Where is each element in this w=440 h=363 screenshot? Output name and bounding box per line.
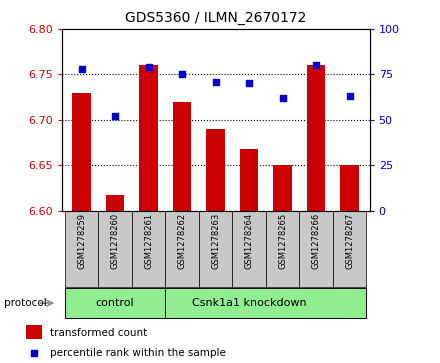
Bar — [106, 195, 125, 211]
Bar — [307, 65, 325, 211]
Point — [30, 351, 37, 356]
Bar — [206, 129, 225, 211]
Text: GSM1278261: GSM1278261 — [144, 213, 153, 269]
Text: percentile rank within the sample: percentile rank within the sample — [50, 348, 226, 358]
Text: GSM1278267: GSM1278267 — [345, 213, 354, 269]
Bar — [273, 165, 292, 211]
Text: GSM1278263: GSM1278263 — [211, 213, 220, 269]
Bar — [340, 165, 359, 211]
Bar — [132, 211, 165, 287]
Point — [145, 64, 152, 70]
Point — [78, 66, 85, 72]
Text: GSM1278259: GSM1278259 — [77, 213, 86, 269]
Point — [279, 95, 286, 101]
Bar — [73, 93, 91, 211]
Point — [246, 81, 253, 86]
Point — [346, 93, 353, 99]
Point — [179, 72, 186, 77]
Point — [212, 79, 219, 85]
Bar — [333, 211, 366, 287]
Bar — [99, 211, 132, 287]
Bar — [266, 211, 299, 287]
Bar — [240, 149, 258, 211]
Bar — [173, 102, 191, 211]
Text: GSM1278266: GSM1278266 — [312, 213, 320, 269]
Title: GDS5360 / ILMN_2670172: GDS5360 / ILMN_2670172 — [125, 11, 306, 25]
Bar — [199, 211, 232, 287]
Bar — [65, 288, 165, 318]
Text: GSM1278262: GSM1278262 — [178, 213, 187, 269]
Point — [312, 62, 319, 68]
Text: GSM1278264: GSM1278264 — [245, 213, 253, 269]
Bar — [299, 211, 333, 287]
Bar — [232, 211, 266, 287]
Bar — [165, 211, 199, 287]
Point — [112, 113, 119, 119]
Text: GSM1278265: GSM1278265 — [278, 213, 287, 269]
Bar — [26, 325, 42, 339]
Text: control: control — [96, 298, 135, 308]
Bar — [139, 65, 158, 211]
Text: Csnk1a1 knockdown: Csnk1a1 knockdown — [192, 298, 306, 308]
Text: GSM1278260: GSM1278260 — [111, 213, 120, 269]
Bar — [165, 288, 366, 318]
Bar — [65, 211, 99, 287]
Text: transformed count: transformed count — [50, 327, 147, 338]
Text: protocol: protocol — [4, 298, 47, 308]
